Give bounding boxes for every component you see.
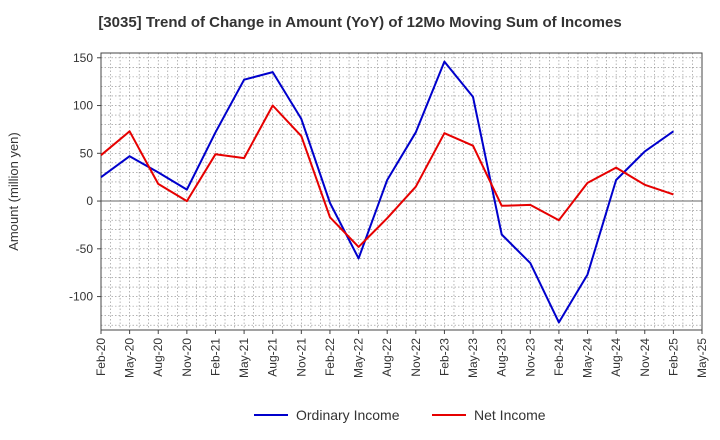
x-tick-label: Nov-20	[180, 338, 194, 377]
y-axis-title: Amount (million yen)	[6, 132, 21, 251]
x-tick-label: May-21	[237, 338, 251, 378]
x-tick-label: Nov-23	[523, 338, 537, 377]
y-tick-label: 100	[73, 99, 93, 113]
legend-label: Ordinary Income	[296, 407, 400, 423]
y-axis: 150 100 50 0 -50 -100	[69, 51, 101, 304]
y-tick-label: -100	[69, 290, 93, 304]
x-tick-label: May-25	[695, 338, 709, 378]
y-tick-label: 0	[86, 194, 93, 208]
x-tick-label: Nov-21	[294, 338, 308, 377]
series-line-ordinary-income	[100, 60, 674, 324]
chart-title: [3035] Trend of Change in Amount (YoY) o…	[98, 14, 622, 31]
x-tick-label: Aug-21	[266, 338, 280, 377]
y-tick-label: 50	[80, 146, 94, 160]
x-tick-label: Nov-24	[638, 338, 652, 377]
x-tick-label: May-24	[581, 338, 595, 378]
legend-label: Net Income	[474, 407, 546, 423]
x-axis: Feb-20 May-20 Aug-20 Nov-20 Feb-21 May-21 Aug-…	[94, 330, 709, 378]
y-tick-label: 150	[73, 51, 93, 65]
x-tick-label: Aug-20	[151, 338, 165, 377]
x-tick-label: May-23	[466, 338, 480, 378]
x-tick-label: Aug-24	[609, 338, 623, 377]
x-tick-label: Aug-23	[495, 338, 509, 377]
x-tick-label: Feb-21	[208, 338, 222, 376]
plot-area	[100, 52, 703, 331]
legend: Ordinary Income Net Income	[254, 407, 546, 423]
x-tick-label: Feb-22	[323, 338, 337, 376]
y-tick-label: -50	[76, 242, 94, 256]
series-layer	[100, 60, 674, 324]
x-tick-label: May-22	[352, 338, 366, 378]
x-tick-label: Aug-22	[380, 338, 394, 377]
x-tick-label: Feb-23	[437, 338, 451, 376]
x-tick-label: May-20	[123, 338, 137, 378]
x-tick-label: Feb-20	[94, 338, 108, 376]
x-tick-label: Feb-25	[666, 338, 680, 376]
x-tick-label: Feb-24	[552, 338, 566, 376]
x-tick-label: Nov-22	[409, 338, 423, 377]
series-line-net-income	[100, 104, 674, 248]
